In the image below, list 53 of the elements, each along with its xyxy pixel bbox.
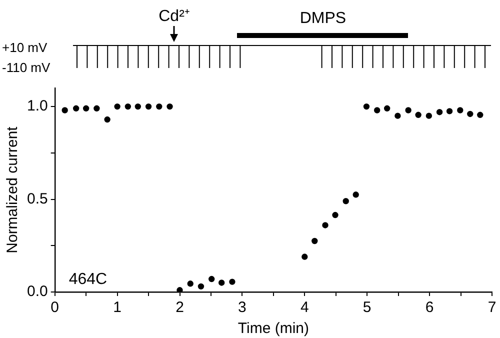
x-tick-label: 3 xyxy=(238,299,246,316)
text: Cd²⁺ xyxy=(158,7,190,26)
x-axis-title: Time (min) xyxy=(238,320,309,338)
point xyxy=(446,108,453,114)
point xyxy=(467,110,474,118)
point xyxy=(72,105,80,112)
point xyxy=(405,107,412,114)
point xyxy=(208,276,215,282)
point xyxy=(352,192,359,198)
annotation: 464C xyxy=(68,271,108,288)
x-tick-label: 5 xyxy=(362,299,372,316)
point xyxy=(457,107,464,114)
point xyxy=(426,112,432,119)
point xyxy=(145,103,152,110)
point xyxy=(156,103,162,110)
y-tick-label: 0.0 xyxy=(26,283,48,300)
point xyxy=(218,280,225,286)
point xyxy=(124,103,132,110)
point xyxy=(114,103,120,110)
x-tick-label: 4 xyxy=(300,299,309,316)
point xyxy=(62,107,68,114)
x-tick-label: 7 xyxy=(488,299,496,316)
y-axis-title: Normalized current xyxy=(4,126,22,254)
point xyxy=(415,112,422,118)
text: -110 mV xyxy=(2,59,50,77)
point xyxy=(384,105,390,112)
y-tick-label: 0.5 xyxy=(26,190,48,208)
point xyxy=(198,283,204,290)
point xyxy=(229,278,236,285)
point xyxy=(82,105,90,112)
point xyxy=(394,112,401,119)
x-tick-label: 0 xyxy=(50,299,60,316)
x-tick-label: 6 xyxy=(425,299,434,316)
x-tick-label: 1 xyxy=(113,299,122,316)
point xyxy=(134,103,142,110)
point xyxy=(104,116,110,123)
point xyxy=(312,238,318,244)
point xyxy=(187,280,194,287)
point xyxy=(322,222,328,228)
text: DMPS xyxy=(298,10,348,28)
text: +10 mV xyxy=(2,39,48,57)
point xyxy=(176,287,183,292)
point xyxy=(436,109,443,116)
point xyxy=(363,103,370,110)
y-tick-label: 1.0 xyxy=(26,98,48,115)
point xyxy=(166,103,173,110)
point xyxy=(332,212,338,218)
point xyxy=(302,254,308,260)
point xyxy=(374,107,380,114)
point xyxy=(94,105,100,112)
point xyxy=(342,198,349,204)
point xyxy=(477,112,484,118)
x-tick-label: 2 xyxy=(176,299,184,316)
